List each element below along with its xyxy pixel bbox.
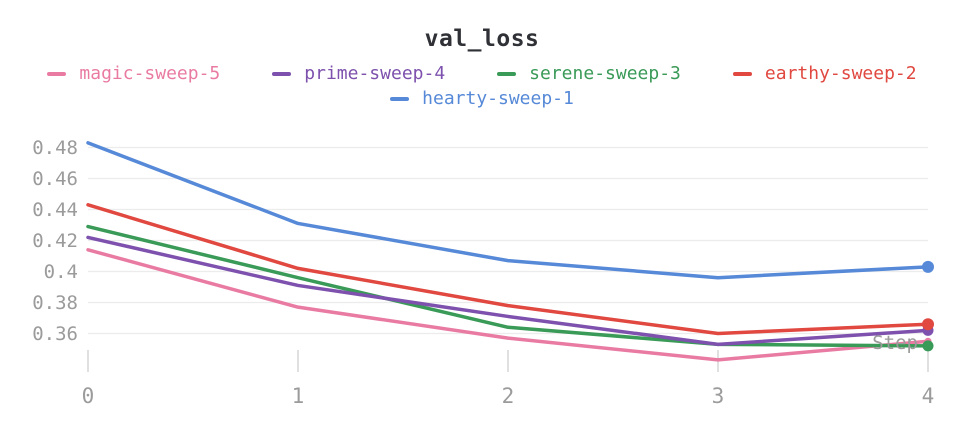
legend-item-earthy-sweep-2[interactable]: earthy-sweep-2 — [732, 63, 917, 84]
legend-swatch-icon — [732, 71, 752, 76]
y-tick-label: 0.48 — [32, 137, 78, 159]
legend-label: prime-sweep-4 — [304, 63, 446, 84]
legend-label: earthy-sweep-2 — [764, 63, 917, 84]
chart-legend: magic-sweep-5 prime-sweep-4 serene-sweep-3… — [0, 63, 964, 109]
x-tick-label: 0 — [82, 384, 95, 408]
series-line-prime-sweep-4[interactable] — [86, 235, 930, 347]
legend-swatch-icon — [390, 96, 410, 101]
legend-item-prime-sweep-4[interactable]: prime-sweep-4 — [272, 63, 445, 84]
x-tick-label: 4 — [922, 384, 935, 408]
legend-item-magic-sweep-5[interactable]: magic-sweep-5 — [47, 63, 220, 84]
legend-item-serene-sweep-3[interactable]: serene-sweep-3 — [497, 63, 681, 84]
y-tick-label: 0.4 — [44, 261, 78, 283]
legend-label: serene-sweep-3 — [529, 63, 681, 84]
y-tick-label: 0.42 — [32, 230, 78, 252]
legend-item-hearty-sweep-1[interactable]: hearty-sweep-1 — [390, 88, 574, 109]
series-end-dot-earthy-sweep-2[interactable] — [922, 318, 934, 331]
x-tick-label: 3 — [712, 384, 725, 408]
x-tick-label: 1 — [292, 384, 305, 408]
series-line-earthy-sweep-2[interactable] — [86, 203, 930, 336]
y-tick-label: 0.36 — [32, 323, 78, 345]
legend-swatch-icon — [47, 71, 67, 76]
x-tick-label: 2 — [502, 384, 515, 408]
y-tick-label: 0.46 — [32, 168, 78, 190]
series-line-hearty-sweep-1[interactable] — [86, 141, 930, 280]
x-axis-step-label: Step — [872, 332, 918, 354]
legend-label: magic-sweep-5 — [79, 63, 221, 84]
chart-title: val_loss — [424, 26, 540, 52]
series-end-dot-serene-sweep-3[interactable] — [922, 340, 934, 352]
legend-swatch-icon — [497, 71, 517, 76]
y-tick-label: 0.38 — [32, 292, 78, 314]
legend-label: hearty-sweep-1 — [422, 88, 574, 109]
series-end-dot-hearty-sweep-1[interactable] — [922, 260, 934, 273]
series-line-magic-sweep-5[interactable] — [86, 248, 930, 362]
series-line-serene-sweep-3[interactable] — [86, 224, 930, 348]
legend-swatch-icon — [272, 71, 292, 76]
y-tick-label: 0.44 — [32, 199, 78, 221]
